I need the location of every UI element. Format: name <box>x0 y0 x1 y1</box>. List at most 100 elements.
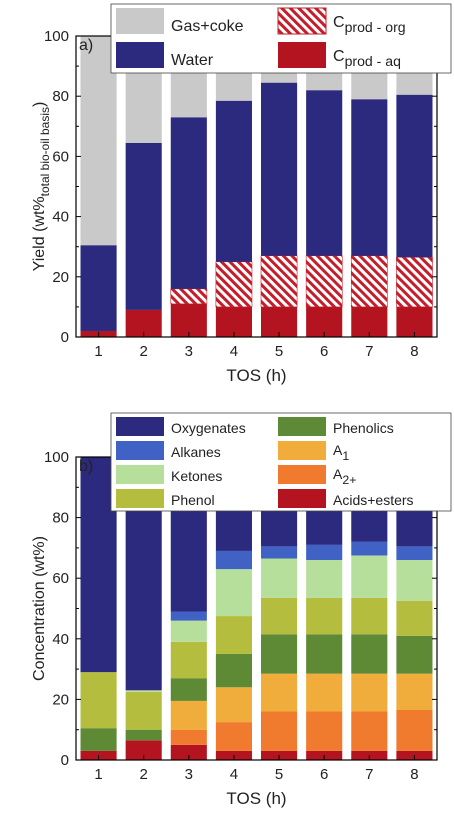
x-tick-label: 1 <box>94 343 102 360</box>
bar-segment <box>80 457 117 673</box>
legend-swatch <box>116 8 164 34</box>
bar-segment <box>396 710 433 751</box>
bar-segment <box>215 100 252 262</box>
legend-label: Alkanes <box>171 444 221 460</box>
bar-segment <box>80 672 117 729</box>
bar-segment <box>80 728 117 751</box>
bar-segment <box>125 690 162 692</box>
bar-segment <box>306 597 343 635</box>
bar-segment <box>351 673 388 712</box>
bar-segment <box>125 691 162 730</box>
bar-segment <box>396 256 433 308</box>
legend-label: Gas+coke <box>171 18 244 35</box>
bar-segment <box>261 558 298 598</box>
legend-label: Acids+esters <box>333 492 414 508</box>
bar-segment <box>170 117 207 289</box>
x-tick-label: 2 <box>140 343 148 360</box>
bar-segment <box>261 546 298 559</box>
bar-segment <box>350 255 388 308</box>
bar-segment <box>215 722 252 751</box>
legend-label: A1 <box>333 442 349 463</box>
bar-segment <box>125 729 162 741</box>
bar-segment <box>170 611 207 621</box>
legend-label: A2+ <box>333 466 356 487</box>
x-tick-label: 2 <box>140 766 148 783</box>
bar-segment <box>260 255 298 308</box>
bar-segment <box>351 597 388 635</box>
bar-segment <box>261 634 298 674</box>
legend-swatch <box>278 489 326 508</box>
bar-segment <box>306 544 343 561</box>
bar-segment <box>306 306 343 337</box>
x-tick-label: 3 <box>185 343 193 360</box>
bar-segment <box>261 306 298 337</box>
bar-segment <box>351 555 388 598</box>
bar-segment <box>215 550 252 570</box>
bar-segment <box>306 673 343 712</box>
bar-segment <box>170 303 207 337</box>
legend-swatch <box>278 42 326 68</box>
legend-label: Oxygenates <box>171 420 246 436</box>
y-tick-label: 60 <box>52 570 69 587</box>
legend-swatch <box>277 7 327 35</box>
y-tick-label: 0 <box>61 752 69 769</box>
legend-label: Phenolics <box>333 420 394 436</box>
legend-swatch <box>116 489 164 508</box>
legend-swatch <box>116 417 164 436</box>
legend-swatch <box>116 42 164 68</box>
bar-segment <box>396 306 433 337</box>
legend: Oxygenates Alkanes Ketones Phenol Phenolics A… <box>110 412 452 512</box>
bar-segment <box>80 36 117 246</box>
x-tick-label: 6 <box>320 343 328 360</box>
panel-label: a) <box>79 37 93 54</box>
x-tick-label: 5 <box>275 343 283 360</box>
legend-label: Cprod - aq <box>333 48 401 69</box>
x-tick-label: 8 <box>410 343 418 360</box>
x-tick-label: 4 <box>230 343 238 360</box>
bar-segment <box>306 90 343 256</box>
bar-segment <box>215 616 252 654</box>
bar-segment <box>351 711 388 751</box>
bar-segment <box>215 653 252 688</box>
bar-segment <box>306 634 343 674</box>
legend: Gas+coke Water Cprod - org Cprod - aq <box>110 3 452 74</box>
legend-swatch <box>278 465 326 484</box>
y-tick-label: 20 <box>52 269 69 286</box>
bar-segment <box>306 560 343 598</box>
y-axis-label: Yield (wt%total bio-oil basis) <box>31 102 52 272</box>
bar-segment <box>351 99 388 256</box>
bar-segment <box>305 255 343 308</box>
y-tick-label: 100 <box>44 28 69 45</box>
legend-label: Ketones <box>171 468 222 484</box>
x-tick-label: 1 <box>94 766 102 783</box>
bar-segment <box>80 245 117 331</box>
y-tick-label: 40 <box>52 209 69 226</box>
bar-segment <box>170 288 208 305</box>
bar-segment <box>170 620 207 642</box>
chart-a: 0 20 40 60 80 100 1 2 3 4 5 6 7 8 TOS (h) Yield (wt%tot… <box>31 3 452 385</box>
bar-segment <box>261 711 298 751</box>
bar-segment <box>306 711 343 751</box>
legend-label: Phenol <box>171 492 215 508</box>
x-tick-label: 7 <box>365 766 373 783</box>
y-tick-label: 60 <box>52 148 69 165</box>
bar-segment <box>170 700 207 730</box>
x-axis-label: TOS (h) <box>226 366 286 385</box>
x-axis-label: TOS (h) <box>226 789 286 808</box>
bar-segment <box>351 306 388 337</box>
bar-segment <box>215 261 253 308</box>
bar-segment <box>261 597 298 635</box>
bar-segment <box>170 678 207 701</box>
legend-swatch <box>278 417 326 436</box>
bar-segment <box>396 560 433 601</box>
bar-segment <box>125 740 162 760</box>
x-tick-label: 5 <box>275 766 283 783</box>
legend-swatch <box>116 465 164 484</box>
bar-segment <box>396 600 433 636</box>
legend-label: Water <box>171 52 214 69</box>
bar-segment <box>396 94 433 258</box>
y-tick-label: 0 <box>61 329 69 346</box>
x-tick-label: 7 <box>365 343 373 360</box>
bar-segment <box>396 673 433 711</box>
